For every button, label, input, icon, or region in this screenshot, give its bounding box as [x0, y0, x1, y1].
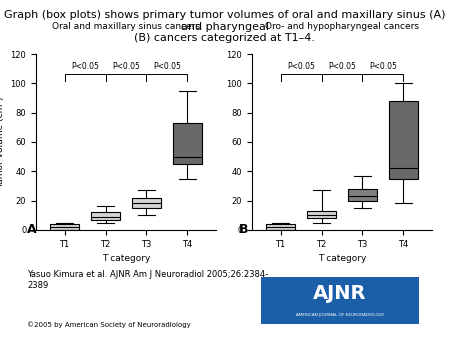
Text: P<0.05: P<0.05 — [153, 62, 181, 71]
Text: Yasuo Kimura et al. AJNR Am J Neuroradiol 2005;26:2384-
2389: Yasuo Kimura et al. AJNR Am J Neuroradio… — [27, 270, 268, 290]
Bar — [132, 198, 161, 208]
Title: Oro- and hypopharyngeal cancers: Oro- and hypopharyngeal cancers — [265, 22, 419, 31]
X-axis label: T category: T category — [102, 254, 150, 263]
Bar — [173, 123, 202, 164]
Text: ©2005 by American Society of Neuroradiology: ©2005 by American Society of Neuroradiol… — [27, 321, 191, 328]
Y-axis label: Tumor volume (cm³): Tumor volume (cm³) — [0, 96, 5, 188]
Text: Graph (box plots) shows primary tumor volumes of oral and maxillary sinus (A) an: Graph (box plots) shows primary tumor vo… — [4, 10, 446, 43]
Text: P<0.05: P<0.05 — [369, 62, 397, 71]
Bar — [50, 224, 79, 230]
Text: AMERICAN JOURNAL OF NEURORADIOLOGY: AMERICAN JOURNAL OF NEURORADIOLOGY — [296, 313, 384, 317]
Text: AJNR: AJNR — [313, 284, 366, 303]
X-axis label: T category: T category — [318, 254, 366, 263]
Bar — [307, 211, 336, 218]
Text: P<0.05: P<0.05 — [71, 62, 99, 71]
Text: B: B — [238, 223, 248, 236]
Title: Oral and maxillary sinus cancers: Oral and maxillary sinus cancers — [52, 22, 200, 31]
Bar — [389, 101, 418, 178]
Bar — [91, 212, 120, 220]
Text: P<0.05: P<0.05 — [328, 62, 356, 71]
Text: P<0.05: P<0.05 — [112, 62, 140, 71]
Text: P<0.05: P<0.05 — [287, 62, 315, 71]
Bar — [266, 224, 295, 230]
Bar — [348, 189, 377, 200]
Text: A: A — [27, 223, 36, 236]
